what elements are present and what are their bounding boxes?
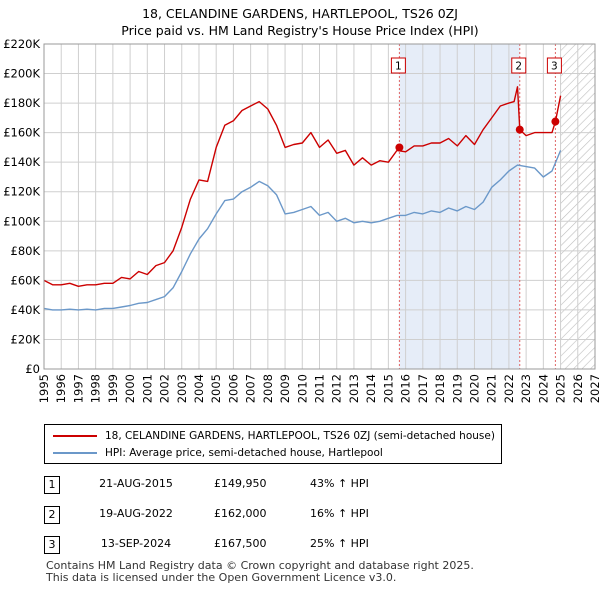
sale-point — [395, 143, 404, 152]
x-tick-label: 2008 — [261, 374, 275, 403]
x-tick-label: 1998 — [89, 374, 103, 403]
x-tick-label: 2014 — [364, 374, 378, 403]
footer-line-1: Contains HM Land Registry data © Crown c… — [46, 559, 474, 572]
legend-swatch-hpi — [53, 452, 97, 454]
chart-legend: 18, CELANDINE GARDENS, HARTLEPOOL, TS26 … — [44, 424, 502, 464]
footer-attribution: Contains HM Land Registry data © Crown c… — [46, 560, 474, 584]
sale-label-box — [546, 57, 562, 74]
x-tick-label: 2022 — [502, 374, 516, 403]
sale-date: 19-AUG-2022 — [99, 507, 173, 520]
x-tick-label: 2018 — [433, 374, 447, 403]
x-tick-label: 1997 — [71, 374, 85, 403]
y-tick-label: £20K — [11, 332, 41, 346]
sale-row-2: 2 19-AUG-2022 £162,000 16% ↑ HPI — [40, 506, 460, 528]
x-tick-label: 2011 — [313, 374, 327, 403]
sale-label-box — [511, 57, 527, 74]
legend-swatch-property — [53, 435, 97, 437]
x-tick-label: 2002 — [158, 374, 172, 403]
x-tick-label: 2017 — [416, 374, 430, 403]
x-tick-label: 1999 — [106, 374, 120, 403]
y-tick-label: £40K — [11, 303, 41, 317]
hpi-line — [43, 150, 562, 311]
sale-price: £149,950 — [214, 477, 267, 490]
sale-label-text: 2 — [515, 61, 522, 73]
plot-frame — [43, 43, 596, 370]
sale-hpi-change: 43% ↑ HPI — [310, 477, 369, 490]
x-tick-label: 2016 — [399, 374, 413, 403]
x-tick-label: 2025 — [554, 374, 568, 403]
sale-label-text: 1 — [395, 61, 402, 73]
sale-badge: 1 — [44, 476, 60, 494]
x-tick-label: 2027 — [588, 374, 600, 403]
y-tick-label: £220K — [3, 37, 40, 51]
sale-badge: 3 — [44, 536, 60, 554]
property-price-line — [43, 86, 562, 287]
x-tick-label: 2007 — [244, 374, 258, 403]
y-tick-label: £200K — [3, 67, 40, 81]
y-tick-label: £140K — [3, 155, 40, 169]
x-tick-label: 2026 — [571, 374, 585, 403]
sale-date: 21-AUG-2015 — [99, 477, 173, 490]
x-tick-label: 2021 — [485, 374, 499, 403]
y-tick-label: £120K — [3, 185, 40, 199]
x-tick-label: 2000 — [123, 374, 137, 403]
sale-label-text: 3 — [551, 61, 558, 73]
y-tick-label: £100K — [3, 214, 40, 228]
x-tick-label: 2020 — [467, 374, 481, 403]
x-tick-label: 2024 — [536, 374, 550, 403]
footer-line-2: This data is licensed under the Open Gov… — [46, 571, 397, 584]
x-tick-label: 2023 — [519, 374, 533, 403]
x-tick-label: 2013 — [347, 374, 361, 403]
x-tick-label: 2005 — [209, 374, 223, 403]
chart-title-address: 18, CELANDINE GARDENS, HARTLEPOOL, TS26 … — [142, 6, 458, 21]
y-tick-label: £0 — [25, 362, 40, 376]
x-tick-label: 1996 — [54, 374, 68, 403]
price-chart: 1 2 3 £0 £20K £40K £60K £80K £100K £120K £140K £160… — [3, 37, 600, 403]
y-tick-label: £60K — [11, 273, 41, 287]
legend-label-hpi: HPI: Average price, semi-detached house,… — [105, 447, 383, 459]
x-tick-label: 1995 — [37, 374, 51, 403]
x-tick-label: 2015 — [381, 374, 395, 403]
x-tick-label: 2019 — [450, 374, 464, 403]
sale-badge: 2 — [44, 506, 60, 524]
y-tick-label: £160K — [3, 126, 40, 140]
x-tick-label: 2006 — [226, 374, 240, 403]
x-tick-label: 2009 — [278, 374, 292, 403]
y-tick-label: £180K — [3, 96, 40, 110]
sale-point — [515, 125, 524, 134]
legend-label-property: 18, CELANDINE GARDENS, HARTLEPOOL, TS26 … — [105, 430, 495, 442]
sale-hpi-change: 25% ↑ HPI — [310, 537, 369, 550]
sale-row-1: 1 21-AUG-2015 £149,950 43% ↑ HPI — [40, 476, 460, 498]
sale-price: £167,500 — [214, 537, 267, 550]
x-tick-label: 2001 — [140, 374, 154, 403]
sale-label-box — [390, 57, 406, 74]
sale-price: £162,000 — [214, 507, 267, 520]
x-tick-label: 2010 — [295, 374, 309, 403]
sale-hpi-change: 16% ↑ HPI — [310, 507, 369, 520]
x-tick-label: 2003 — [175, 374, 189, 403]
sale-date: 13-SEP-2024 — [100, 537, 172, 550]
ownership-highlight — [399, 44, 520, 369]
x-tick-label: 2012 — [330, 374, 344, 403]
x-tick-label: 2004 — [192, 374, 206, 403]
y-tick-label: £80K — [11, 244, 41, 258]
chart-subtitle: Price paid vs. HM Land Registry's House … — [121, 23, 479, 38]
sale-row-3: 3 13-SEP-2024 £167,500 25% ↑ HPI — [40, 536, 460, 558]
sale-point — [551, 117, 560, 126]
